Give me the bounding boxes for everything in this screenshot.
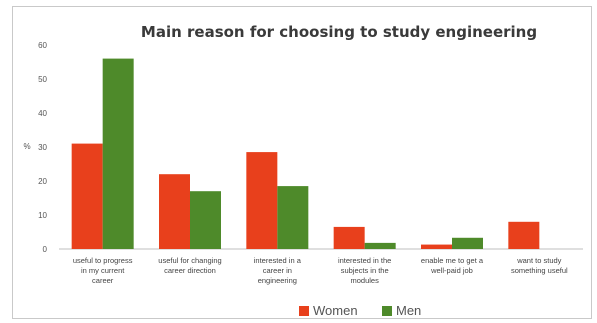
bar-women-5 — [508, 221, 540, 249]
axis-layer: 0 10 20 30 40 50 60 — [38, 41, 583, 254]
y-tick-label: 0 — [43, 245, 48, 254]
bar-women-1 — [159, 174, 190, 249]
y-axis-label: % — [23, 142, 30, 151]
bars-layer — [71, 58, 540, 249]
legend-swatch-men — [382, 306, 392, 316]
chart-title: Main reason for choosing to study engine… — [141, 23, 537, 41]
category-label: interested in a career in engineering — [254, 256, 302, 285]
chart-frame: Main reason for choosing to study engine… — [12, 6, 592, 319]
bar-men-2 — [277, 186, 309, 249]
legend-label-men: Men — [396, 303, 421, 318]
bar-chart: Main reason for choosing to study engine… — [23, 23, 583, 318]
bar-men-1 — [190, 191, 221, 249]
bar-men-0 — [102, 58, 134, 249]
category-label: want to study something useful — [511, 256, 568, 275]
legend-label-women: Women — [313, 303, 358, 318]
bar-women-2 — [246, 152, 278, 249]
category-labels: useful to progress in my current career use… — [73, 256, 568, 285]
bar-women-3 — [333, 226, 365, 249]
legend: Women Men — [299, 303, 421, 318]
y-tick-label: 10 — [38, 211, 47, 220]
category-label: useful for changing career direction — [158, 256, 221, 275]
legend-swatch-women — [299, 306, 309, 316]
y-tick-label: 40 — [38, 109, 47, 118]
bar-women-0 — [71, 143, 103, 249]
bar-women-4 — [421, 244, 452, 249]
category-label: enable me to get a well-paid job — [421, 256, 484, 275]
y-tick-label: 60 — [38, 41, 47, 50]
y-tick-label: 20 — [38, 177, 47, 186]
y-tick-label: 30 — [38, 143, 47, 152]
y-tick-label: 50 — [38, 75, 47, 84]
category-label: interested in the subjects in the modules — [338, 256, 391, 285]
category-label: useful to progress in my current career — [73, 256, 133, 285]
bar-men-3 — [364, 242, 396, 249]
bar-men-4 — [452, 237, 483, 249]
